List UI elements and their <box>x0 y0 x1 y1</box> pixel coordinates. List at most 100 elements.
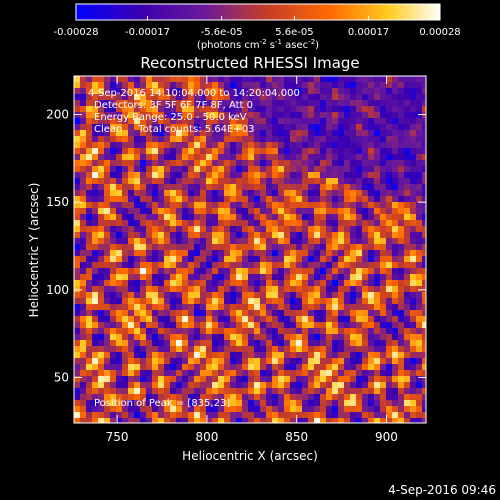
heatmap-cell <box>266 382 273 389</box>
heatmap-cell <box>302 82 309 89</box>
heatmap-cell <box>278 106 285 113</box>
heatmap-cell <box>152 286 159 293</box>
heatmap-cell <box>104 202 111 209</box>
heatmap-cell <box>374 352 381 359</box>
heatmap-cell <box>266 196 273 203</box>
heatmap-cell <box>326 412 333 419</box>
heatmap-cell <box>290 340 297 347</box>
heatmap-cell <box>278 118 285 125</box>
heatmap-cell <box>248 346 255 353</box>
heatmap-cell <box>410 166 417 173</box>
heatmap-cell <box>332 244 339 251</box>
heatmap-cell <box>410 112 417 119</box>
heatmap-cell <box>74 406 81 413</box>
heatmap-cell <box>332 178 339 185</box>
heatmap-cell <box>206 124 213 131</box>
heatmap-cell <box>176 124 183 131</box>
heatmap-cell <box>380 388 387 395</box>
heatmap-cell <box>362 232 369 239</box>
heatmap-cell <box>80 244 87 251</box>
heatmap-cell <box>386 112 393 119</box>
heatmap-cell <box>86 268 93 275</box>
heatmap-cell <box>416 328 423 335</box>
heatmap-cell <box>158 268 165 275</box>
heatmap-cell <box>404 412 411 419</box>
heatmap-cell <box>122 82 129 89</box>
heatmap-cell <box>164 190 171 197</box>
heatmap-cell <box>398 322 405 329</box>
heatmap-cell <box>224 412 231 419</box>
heatmap-cell <box>230 322 237 329</box>
heatmap-cell <box>122 364 129 371</box>
heatmap-cell <box>416 232 423 239</box>
heatmap-cell <box>152 124 159 131</box>
heatmap-cell <box>104 280 111 287</box>
heatmap-cell <box>416 118 423 125</box>
heatmap-cell <box>152 100 159 107</box>
heatmap-cell <box>308 88 315 95</box>
heatmap-cell <box>134 184 141 191</box>
heatmap-cell <box>254 112 261 119</box>
heatmap-cell <box>140 160 147 167</box>
heatmap-cell <box>140 148 147 155</box>
heatmap-cell <box>260 166 267 173</box>
heatmap-cell <box>134 106 141 113</box>
heatmap-cell <box>104 190 111 197</box>
heatmap-cell <box>158 334 165 341</box>
heatmap-cell <box>200 166 207 173</box>
heatmap-cell <box>188 406 195 413</box>
heatmap-cell <box>194 268 201 275</box>
heatmap-cell <box>284 76 291 83</box>
heatmap-cell <box>170 352 177 359</box>
heatmap-cell <box>146 316 153 323</box>
heatmap-cell <box>110 334 117 341</box>
heatmap-cell <box>182 130 189 137</box>
heatmap-cell <box>254 268 261 275</box>
heatmap-cell <box>284 232 291 239</box>
heatmap-cell <box>146 394 153 401</box>
heatmap-cell <box>374 202 381 209</box>
heatmap-cell <box>152 184 159 191</box>
heatmap-cell <box>326 148 333 155</box>
heatmap-cell <box>74 388 81 395</box>
heatmap-cell <box>392 154 399 161</box>
heatmap-cell <box>158 184 165 191</box>
heatmap-cell <box>86 394 93 401</box>
heatmap-cell <box>158 370 165 377</box>
heatmap-cell <box>332 172 339 179</box>
heatmap-cell <box>338 376 345 383</box>
heatmap-cell <box>212 178 219 185</box>
heatmap-cell <box>368 154 375 161</box>
heatmap-cell <box>224 118 231 125</box>
heatmap-cell <box>116 196 123 203</box>
heatmap-cell <box>164 412 171 419</box>
heatmap-cell <box>392 214 399 221</box>
heatmap-cell <box>248 298 255 305</box>
heatmap-cell <box>392 208 399 215</box>
heatmap-cell <box>98 226 105 233</box>
heatmap-cell <box>410 406 417 413</box>
heatmap-cell <box>122 304 129 311</box>
heatmap-cell <box>122 124 129 131</box>
heatmap-cell <box>254 142 261 149</box>
heatmap-cell <box>92 190 99 197</box>
heatmap-cell <box>104 286 111 293</box>
heatmap-cell <box>188 124 195 131</box>
heatmap-cell <box>314 184 321 191</box>
heatmap-cell <box>122 88 129 95</box>
heatmap-cell <box>338 280 345 287</box>
heatmap-cell <box>224 100 231 107</box>
heatmap-cell <box>122 388 129 395</box>
heatmap-cell <box>380 112 387 119</box>
heatmap-cell <box>422 154 426 161</box>
heatmap-cell <box>314 178 321 185</box>
heatmap-cell <box>314 226 321 233</box>
heatmap-cell <box>266 406 273 413</box>
heatmap-cell <box>320 232 327 239</box>
heatmap-cell <box>92 376 99 383</box>
heatmap-cell <box>98 124 105 131</box>
heatmap-cell <box>74 262 81 269</box>
heatmap-cell <box>320 94 327 101</box>
heatmap-cell <box>314 388 321 395</box>
heatmap-cell <box>110 202 117 209</box>
